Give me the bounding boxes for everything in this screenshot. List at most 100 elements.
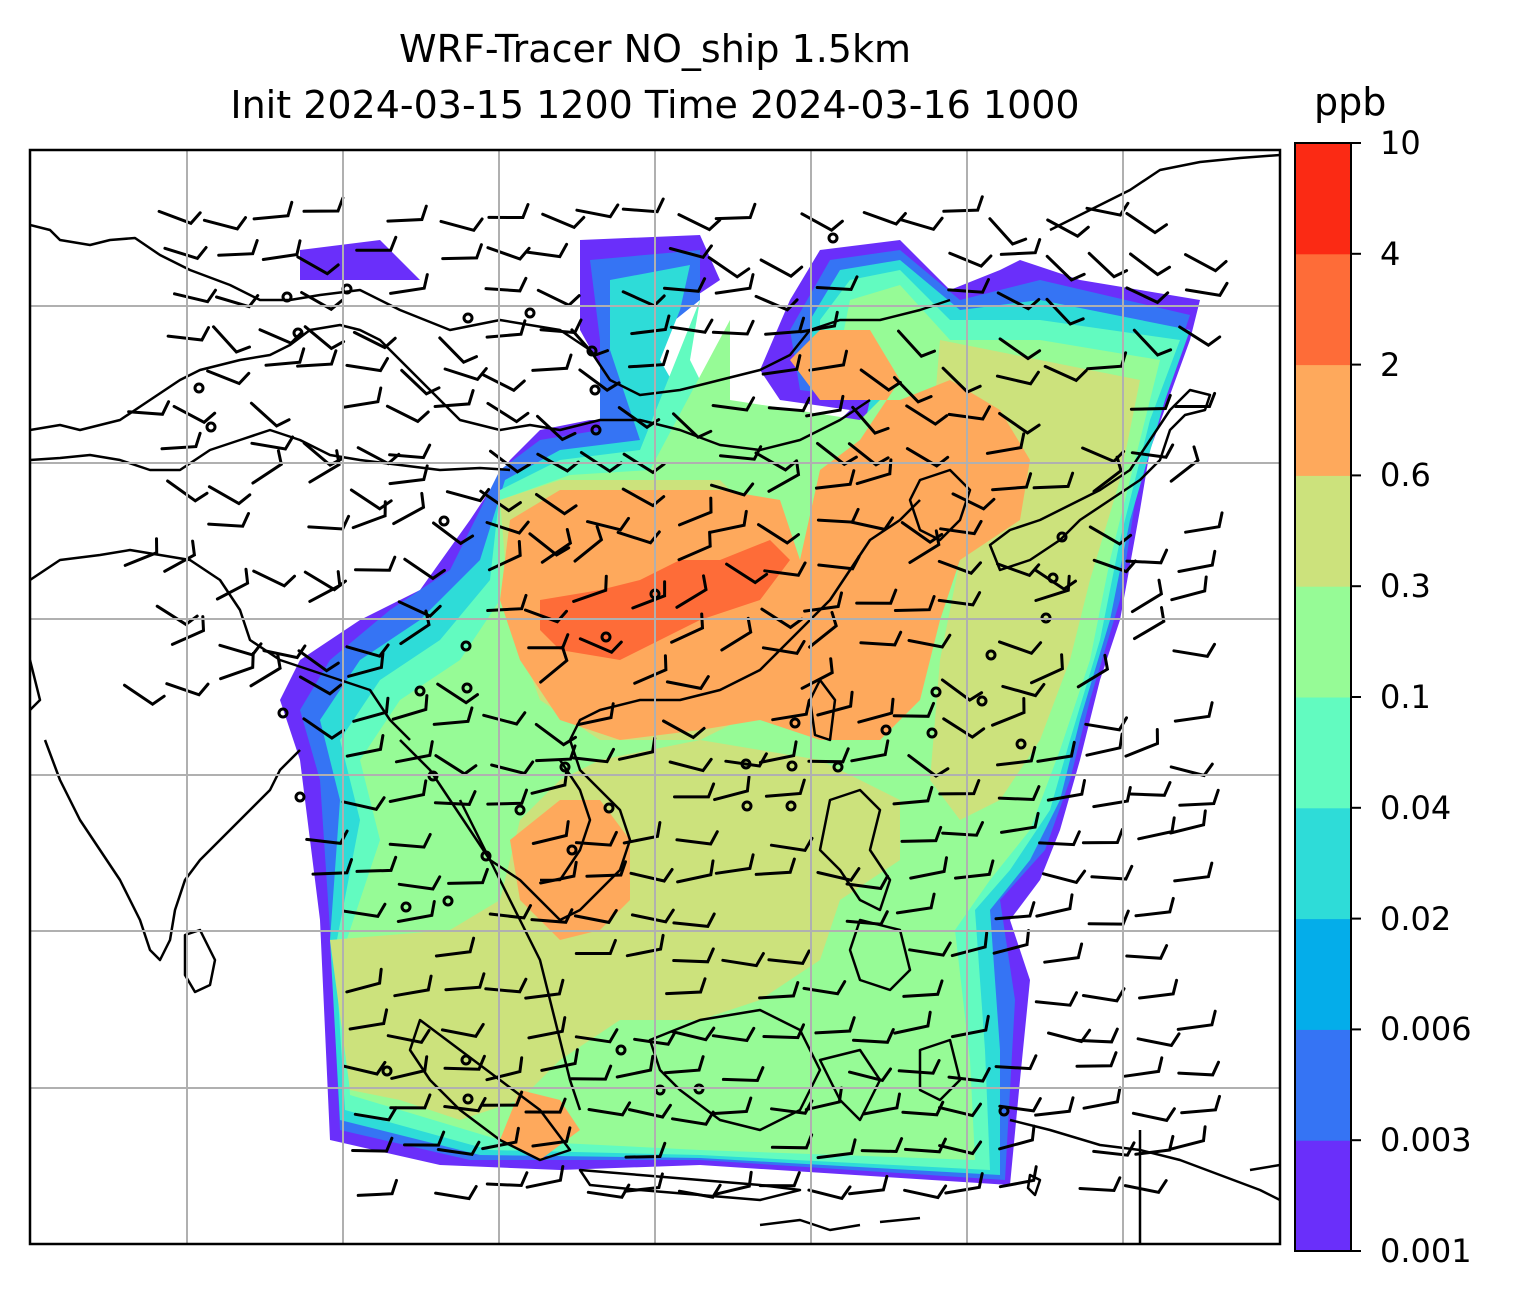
wind-barb xyxy=(940,678,984,702)
wind-barb xyxy=(262,644,307,660)
wind-barb xyxy=(342,1060,387,1076)
wind-barb xyxy=(1169,445,1200,483)
calm-wind-marker xyxy=(462,312,474,324)
wind-barb xyxy=(892,701,935,718)
wind-barb xyxy=(388,833,432,849)
wind-barb xyxy=(1092,558,1137,574)
calm-wind-marker xyxy=(277,707,289,719)
wind-barb xyxy=(714,202,757,221)
wind-barb xyxy=(356,1178,398,1197)
wind-barb xyxy=(355,235,398,252)
wind-barb xyxy=(998,412,1041,435)
wind-barb xyxy=(711,1026,756,1043)
wind-barb xyxy=(484,276,528,293)
wind-barb xyxy=(721,952,765,968)
wind-barb xyxy=(759,258,804,279)
wind-barb xyxy=(1134,896,1175,918)
wind-barb xyxy=(985,432,1026,455)
wind-barb xyxy=(258,328,303,345)
wind-barb xyxy=(163,246,208,261)
wind-barb xyxy=(432,706,474,726)
colorbar-tick-label: 0.1 xyxy=(1380,678,1431,716)
wind-barb xyxy=(860,1137,904,1154)
wind-barb xyxy=(938,1102,982,1118)
wind-barb xyxy=(909,856,948,880)
wind-barb xyxy=(392,491,426,526)
wind-barb xyxy=(1084,716,1128,732)
wind-barb xyxy=(624,1141,667,1159)
calm-wind-marker xyxy=(193,382,205,394)
calm-wind-marker xyxy=(524,307,536,319)
wind-barb xyxy=(633,654,668,685)
colorbar-unit-label: ppb xyxy=(1314,80,1387,124)
wind-barb xyxy=(1130,578,1164,614)
wind-barb xyxy=(217,239,259,257)
wind-barb xyxy=(758,981,800,1000)
wind-barb xyxy=(1042,869,1087,885)
calm-wind-marker xyxy=(438,515,450,527)
gridlines xyxy=(30,150,1280,1244)
wind-barb xyxy=(947,278,990,294)
wind-barb xyxy=(170,615,206,646)
wind-barb xyxy=(481,1090,524,1107)
wind-barb xyxy=(1177,1060,1220,1077)
wind-barb xyxy=(677,213,722,232)
wind-barb xyxy=(937,591,982,607)
wind-barb xyxy=(1034,991,1078,1007)
wind-barb xyxy=(672,912,716,928)
wind-barb xyxy=(1169,809,1207,835)
wind-barb xyxy=(675,830,719,846)
wind-barb xyxy=(1034,574,1071,602)
wind-barb xyxy=(531,353,573,372)
wind-barb xyxy=(574,830,618,847)
wind-barb xyxy=(725,562,769,585)
calm-wind-marker xyxy=(926,727,938,739)
colorbar-tick-label: 2 xyxy=(1380,345,1401,384)
wind-barb xyxy=(845,874,889,891)
wind-barb xyxy=(296,349,338,368)
wind-barb xyxy=(767,396,811,413)
wind-barb xyxy=(388,443,432,460)
calm-wind-marker xyxy=(460,1054,472,1066)
wind-barb xyxy=(803,591,843,613)
wind-barb xyxy=(524,242,569,259)
wind-barb xyxy=(528,532,571,557)
wind-barb xyxy=(436,682,479,705)
wind-barb xyxy=(678,496,713,527)
wind-barb xyxy=(573,909,618,925)
wind-barb xyxy=(672,947,715,964)
wind-barb xyxy=(539,860,578,885)
calm-wind-marker xyxy=(603,802,615,814)
wind-barb xyxy=(252,200,294,221)
colorbar-segment xyxy=(1295,475,1351,587)
wind-barb xyxy=(859,630,903,647)
wind-barb xyxy=(482,711,527,726)
wind-barb xyxy=(996,291,1041,311)
wind-barb xyxy=(1075,1051,1118,1068)
wind-barb xyxy=(523,608,568,624)
wind-barb xyxy=(531,1126,572,1148)
wind-barb xyxy=(761,639,806,656)
colorbar-tick-label: 4 xyxy=(1380,234,1401,273)
wind-barb xyxy=(348,1008,389,1031)
wind-barb xyxy=(485,520,530,535)
wind-barb xyxy=(848,1174,889,1196)
wind-barb xyxy=(482,373,526,393)
wind-barb xyxy=(434,936,476,958)
colorbar-tick-label: 0.02 xyxy=(1380,899,1452,938)
wind-barb xyxy=(202,216,247,231)
wind-barb xyxy=(1046,218,1090,239)
colorbar-segment xyxy=(1295,1140,1351,1252)
wind-barb xyxy=(621,197,665,214)
wind-barb xyxy=(397,875,442,891)
wind-barb xyxy=(907,633,952,649)
wind-barb xyxy=(892,785,934,806)
wind-barb xyxy=(571,747,615,764)
wind-barb xyxy=(403,1130,446,1147)
wind-barb xyxy=(944,1172,984,1195)
wind-barb xyxy=(166,479,209,503)
wind-barb xyxy=(711,396,756,412)
wind-barb xyxy=(816,867,861,882)
wind-barb xyxy=(720,616,753,652)
wind-barb xyxy=(400,368,441,396)
